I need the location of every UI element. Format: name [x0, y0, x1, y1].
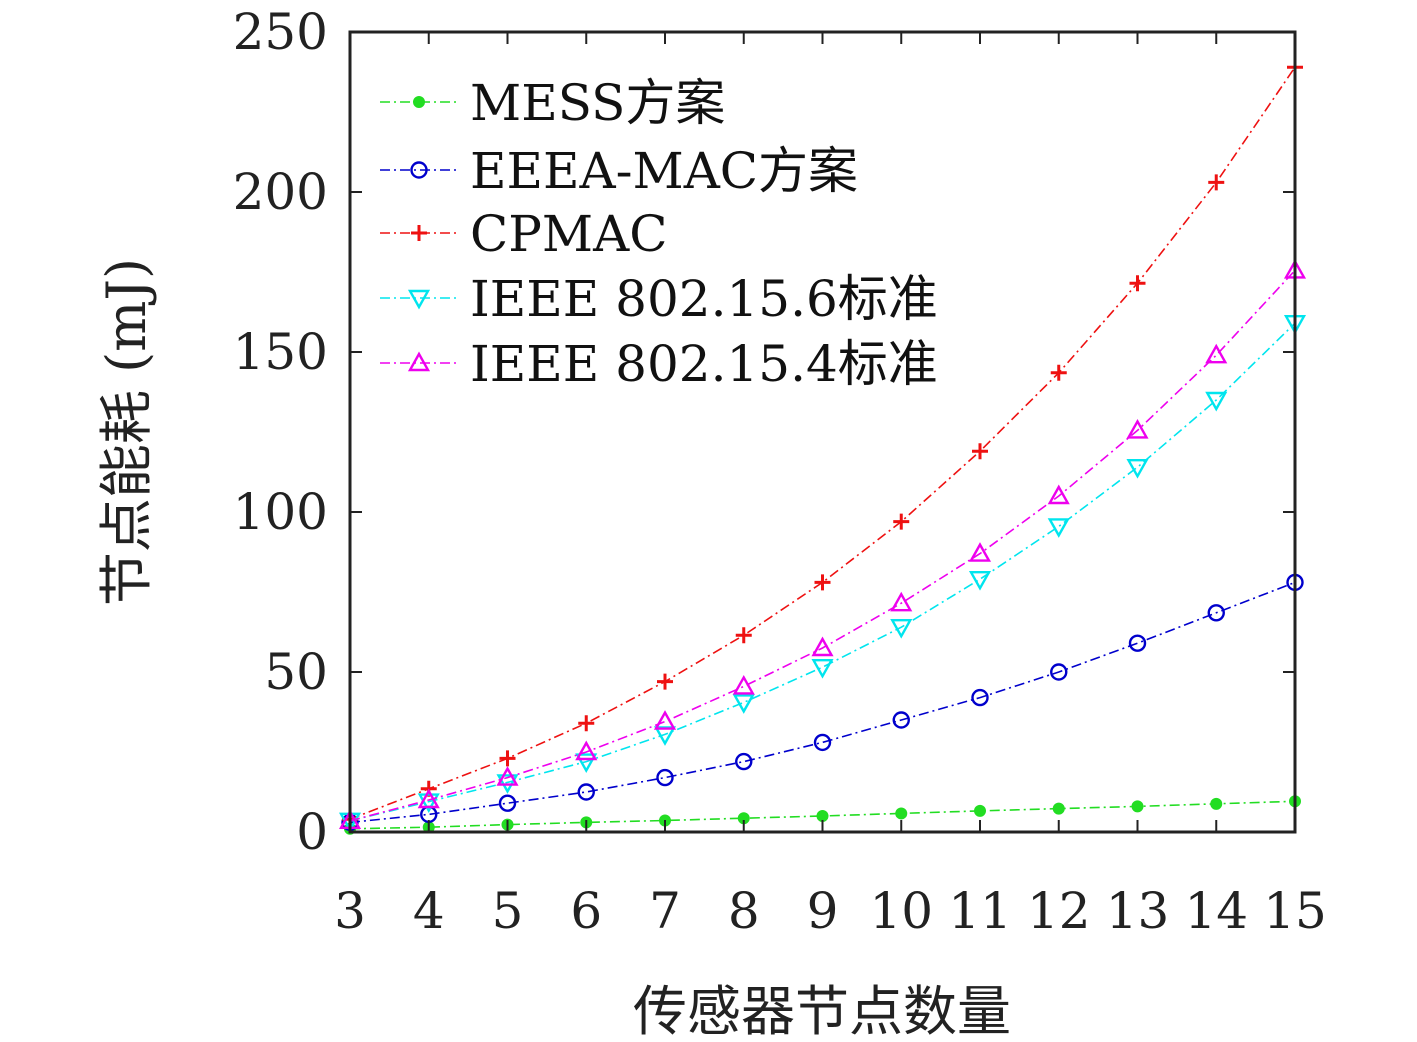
x-tick-label: 5: [492, 882, 524, 940]
data-point: [890, 591, 913, 612]
data-point: [1129, 275, 1146, 292]
data-point: [1047, 484, 1070, 505]
series-5: [338, 258, 1307, 829]
data-point: [1126, 459, 1149, 479]
data-point: [971, 688, 989, 707]
data-point: [972, 443, 988, 460]
legend-label: CPMAC: [470, 205, 667, 263]
data-point: [653, 726, 677, 746]
legend-label: IEEE 802.15.4标准: [470, 335, 938, 393]
data-point: [890, 619, 913, 639]
data-point: [968, 571, 992, 591]
series-4: [338, 315, 1307, 833]
legend-marker: [407, 289, 431, 310]
x-axis-label: 传感器节点数量: [633, 980, 1011, 1042]
series-line: [349, 322, 1296, 822]
data-point: [892, 711, 910, 729]
data-point: [417, 788, 440, 809]
legend-item: IEEE 802.15.4标准: [380, 335, 938, 393]
x-tick-label: 11: [948, 882, 1012, 940]
y-tick-label: 50: [264, 643, 328, 701]
series-2: [341, 573, 1304, 832]
y-axis: 0 50 100 150 200 250: [233, 3, 1295, 861]
data-point: [735, 627, 752, 644]
data-point: [1128, 634, 1147, 652]
legend-label: MESS方案: [470, 74, 725, 132]
data-point: [968, 542, 992, 562]
x-tick-label: 7: [649, 882, 681, 940]
series-line: [349, 269, 1296, 822]
data-point: [1131, 800, 1144, 813]
legend-item: MESS方案: [380, 74, 725, 132]
legend-label: IEEE 802.15.6标准: [470, 270, 938, 328]
data-point: [893, 513, 910, 530]
data-point: [1050, 663, 1068, 681]
data-point: [816, 810, 829, 822]
data-point: [656, 768, 674, 787]
data-point: [814, 574, 831, 591]
y-tick-label: 250: [233, 3, 328, 61]
data-point: [577, 783, 595, 801]
y-tick-label: 200: [233, 163, 328, 221]
data-point: [578, 715, 595, 732]
legend-item: EEEA-MAC方案: [380, 142, 858, 200]
legend-item: IEEE 802.15.6标准: [380, 270, 938, 328]
data-point: [575, 740, 598, 761]
data-point: [1208, 174, 1225, 191]
data-point: [1050, 364, 1067, 381]
data-point: [811, 636, 834, 657]
x-tick-label: 12: [1027, 882, 1091, 940]
data-point: [657, 673, 673, 690]
legend-marker: [413, 96, 425, 108]
data-point: [653, 710, 677, 730]
data-point: [1210, 797, 1223, 810]
legend-item: CPMAC: [380, 205, 667, 263]
data-point: [498, 794, 517, 812]
data-point: [732, 674, 755, 695]
data-point: [499, 750, 516, 767]
y-tick-label: 150: [233, 323, 328, 381]
x-tick-label: 13: [1106, 882, 1170, 940]
data-point: [732, 694, 755, 714]
data-point: [1126, 418, 1149, 439]
legend-marker: [407, 351, 431, 372]
data-point: [417, 793, 440, 814]
x-tick-label: 8: [728, 882, 760, 940]
data-point: [813, 733, 832, 752]
x-tick-label: 3: [334, 882, 366, 940]
data-point: [974, 804, 986, 817]
legend-label: EEEA-MAC方案: [470, 142, 858, 200]
data-point: [1052, 802, 1065, 815]
x-tick-label: 6: [570, 882, 602, 940]
data-point: [496, 766, 519, 786]
x-tick-label: 9: [807, 882, 839, 940]
legend-marker: [411, 225, 427, 241]
data-point: [1205, 343, 1228, 364]
data-point: [575, 753, 598, 774]
x-tick-label: 15: [1263, 882, 1327, 940]
x-tick-label: 10: [869, 882, 933, 940]
x-axis: 3 4 5 6 7 8 9 10 11 12 13 14 15: [334, 32, 1327, 940]
legend-marker: [410, 161, 428, 179]
data-point: [895, 807, 908, 820]
data-point: [735, 752, 753, 771]
x-tick-label: 4: [413, 882, 445, 940]
y-tick-label: 0: [296, 803, 328, 861]
y-axis-label: 节点能耗 (mJ): [95, 258, 158, 606]
data-point: [1047, 518, 1070, 538]
data-point: [1207, 604, 1225, 622]
data-point: [1205, 391, 1228, 412]
data-point: [811, 659, 834, 679]
y-tick-label: 100: [233, 483, 328, 541]
x-tick-label: 14: [1184, 882, 1248, 940]
